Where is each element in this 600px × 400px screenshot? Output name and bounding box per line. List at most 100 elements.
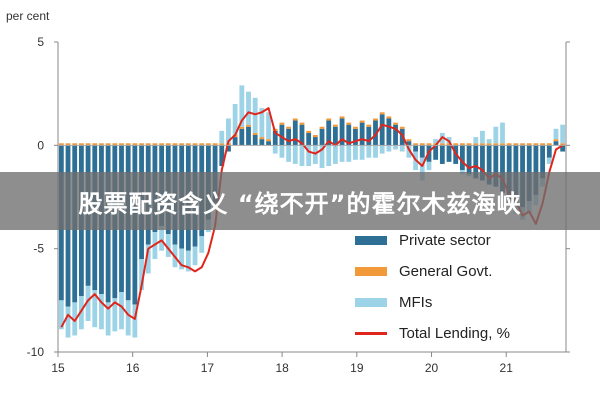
bar-mfi-4 bbox=[85, 285, 91, 321]
bar-govt-28 bbox=[246, 124, 251, 127]
bar-mfi-8 bbox=[112, 298, 118, 332]
bar-private-45 bbox=[359, 122, 365, 146]
bar-mfi-10 bbox=[125, 300, 131, 336]
bar-mfi-65 bbox=[493, 126, 499, 144]
bar-private-38 bbox=[312, 137, 318, 146]
bar-govt-8 bbox=[112, 143, 118, 146]
bar-private-36 bbox=[299, 124, 305, 146]
bar-govt-72 bbox=[540, 143, 546, 146]
bar-private-56 bbox=[433, 145, 439, 160]
bar-govt-13 bbox=[145, 143, 151, 146]
bar-private-30 bbox=[259, 139, 265, 146]
bar-private-53 bbox=[413, 145, 419, 152]
bar-mfi-37 bbox=[306, 145, 312, 166]
bar-private-47 bbox=[373, 120, 378, 146]
bar-mfi-28 bbox=[246, 91, 251, 125]
bar-mfi-25 bbox=[226, 118, 231, 144]
bar-govt-64 bbox=[486, 143, 492, 146]
bar-govt-30 bbox=[259, 137, 265, 140]
bar-mfi-75 bbox=[560, 124, 566, 144]
bar-mfi-38 bbox=[312, 145, 318, 164]
legend-item-mfis: MFIs bbox=[355, 287, 575, 318]
bar-govt-66 bbox=[500, 143, 505, 146]
bar-govt-61 bbox=[466, 143, 472, 146]
legend-item-general-govt: General Govt. bbox=[355, 256, 575, 287]
x-tick-label-20: 20 bbox=[425, 361, 439, 375]
legend-label-total-lending: Total Lending, % bbox=[399, 325, 510, 342]
bar-private-29 bbox=[252, 135, 258, 146]
bar-govt-22 bbox=[205, 143, 211, 146]
bar-govt-4 bbox=[85, 143, 91, 146]
bar-mfi-73 bbox=[546, 157, 552, 164]
bar-mfi-32 bbox=[272, 145, 278, 154]
bar-mfi-3 bbox=[78, 296, 84, 330]
bar-govt-3 bbox=[78, 143, 84, 146]
bar-mfi-11 bbox=[132, 304, 138, 338]
bar-govt-1 bbox=[65, 143, 71, 146]
bar-govt-45 bbox=[359, 120, 365, 123]
bar-govt-46 bbox=[366, 124, 372, 127]
total-lending-line-group bbox=[60, 107, 564, 328]
bar-mfi-31 bbox=[266, 112, 271, 140]
bar-govt-9 bbox=[119, 143, 124, 146]
bar-private-64 bbox=[486, 145, 492, 185]
bar-govt-50 bbox=[393, 122, 398, 125]
bar-private-52 bbox=[406, 141, 412, 146]
bar-private-65 bbox=[493, 145, 499, 187]
bar-govt-23 bbox=[212, 143, 218, 146]
bar-mfi-47 bbox=[373, 145, 378, 158]
bar-mfi-44 bbox=[353, 145, 358, 160]
bar-mfi-18 bbox=[179, 248, 185, 270]
bar-private-63 bbox=[480, 145, 485, 181]
bar-private-39 bbox=[319, 128, 325, 146]
bar-mfi-6 bbox=[99, 294, 104, 330]
bar-govt-52 bbox=[406, 139, 412, 142]
bar-private-62 bbox=[473, 145, 479, 179]
bar-govt-57 bbox=[439, 143, 445, 146]
bar-mfi-54 bbox=[419, 157, 425, 181]
bar-govt-47 bbox=[373, 118, 378, 121]
bar-mfi-1 bbox=[65, 306, 71, 338]
bar-govt-6 bbox=[99, 143, 104, 146]
bar-private-73 bbox=[546, 145, 552, 158]
bar-private-74 bbox=[553, 141, 559, 146]
bar-govt-24 bbox=[219, 143, 225, 146]
bar-mfi-15 bbox=[159, 225, 165, 251]
bar-mfi-30 bbox=[259, 108, 265, 138]
legend-swatch-general-govt bbox=[355, 267, 387, 276]
bar-private-27 bbox=[239, 128, 245, 146]
bar-govt-51 bbox=[399, 126, 405, 129]
bar-govt-68 bbox=[513, 143, 519, 146]
bar-mfi-49 bbox=[386, 145, 392, 152]
bar-govt-49 bbox=[386, 116, 392, 119]
bar-mfi-34 bbox=[286, 145, 292, 162]
bar-mfi-5 bbox=[92, 290, 98, 328]
bar-mfi-35 bbox=[292, 145, 298, 164]
bar-private-35 bbox=[292, 120, 298, 146]
x-tick-label-15: 15 bbox=[51, 361, 65, 375]
bar-private-24 bbox=[219, 145, 225, 166]
bar-private-60 bbox=[459, 145, 465, 171]
bar-private-40 bbox=[326, 120, 332, 146]
bar-govt-65 bbox=[493, 143, 499, 146]
bar-mfi-24 bbox=[219, 130, 225, 144]
x-tick-label-18: 18 bbox=[275, 361, 289, 375]
bar-private-46 bbox=[366, 126, 372, 146]
bar-govt-18 bbox=[179, 143, 185, 146]
bar-mfi-48 bbox=[379, 145, 385, 154]
bar-mfi-52 bbox=[406, 145, 412, 158]
legend-item-private-sector: Private sector bbox=[355, 225, 575, 256]
bar-govt-36 bbox=[299, 122, 305, 125]
bar-govt-17 bbox=[172, 143, 178, 146]
bar-mfi-29 bbox=[252, 97, 258, 133]
bar-govt-58 bbox=[446, 143, 452, 146]
legend-item-total-lending: Total Lending, % bbox=[355, 318, 575, 349]
bar-mfi-74 bbox=[553, 128, 559, 140]
bar-govt-75 bbox=[560, 143, 566, 146]
bar-mfi-9 bbox=[119, 292, 124, 330]
bar-govt-33 bbox=[279, 122, 285, 125]
bar-govt-20 bbox=[192, 143, 198, 146]
bar-mfi-13 bbox=[145, 244, 151, 274]
x-tick-label-19: 19 bbox=[350, 361, 364, 375]
bar-govt-29 bbox=[252, 132, 258, 135]
